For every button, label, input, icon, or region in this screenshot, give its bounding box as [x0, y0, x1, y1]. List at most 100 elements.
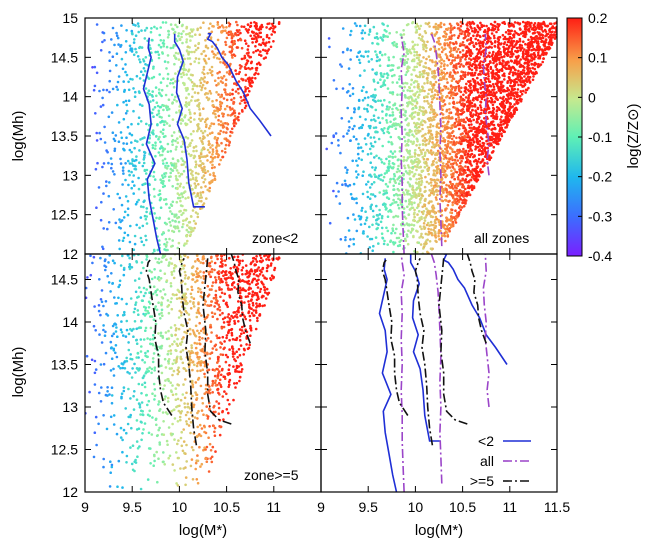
- scatter-point: [99, 105, 103, 108]
- scatter-point: [410, 170, 414, 174]
- scatter-point: [425, 46, 428, 50]
- scatter-point: [435, 141, 439, 144]
- scatter-point: [455, 101, 459, 104]
- scatter-point: [344, 238, 347, 242]
- scatter-point: [225, 139, 229, 143]
- scatter-point: [405, 222, 409, 225]
- scatter-point: [456, 54, 460, 57]
- scatter-point: [190, 187, 194, 191]
- scatter-point: [233, 111, 237, 115]
- scatter-point: [138, 45, 142, 49]
- scatter-point: [379, 36, 383, 39]
- scatter-point: [418, 61, 422, 64]
- scatter-point: [450, 185, 454, 189]
- scatter-point: [383, 28, 387, 32]
- scatter-point: [383, 127, 386, 130]
- scatter-point: [250, 79, 254, 83]
- scatter-point: [230, 45, 234, 49]
- scatter-point: [118, 218, 121, 221]
- scatter-point: [418, 75, 422, 79]
- scatter-point: [215, 99, 218, 102]
- scatter-point: [444, 230, 448, 233]
- scatter-point: [271, 22, 274, 26]
- scatter-point: [478, 26, 482, 30]
- scatter-point: [434, 135, 438, 139]
- scatter-point: [448, 166, 452, 169]
- scatter-point: [458, 65, 462, 68]
- scatter-point: [139, 216, 143, 219]
- scatter-point: [423, 203, 427, 207]
- scatter-point: [448, 135, 451, 139]
- scatter-point: [460, 118, 463, 122]
- scatter-point: [385, 112, 388, 116]
- scatter-point: [452, 142, 456, 146]
- scatter-point: [222, 112, 225, 116]
- scatter-point: [387, 140, 391, 144]
- scatter-point: [358, 61, 362, 65]
- scatter-point: [166, 36, 170, 39]
- scatter-point: [422, 71, 426, 75]
- scatter-point: [506, 40, 510, 44]
- scatter-point: [446, 126, 449, 130]
- scatter-point: [95, 206, 98, 209]
- scatter-point: [203, 76, 206, 79]
- scatter-point: [171, 157, 175, 160]
- scatter-point: [220, 24, 224, 27]
- scatter-point: [448, 152, 452, 156]
- scatter-point: [424, 66, 428, 69]
- scatter-point: [108, 69, 112, 73]
- scatter-point: [150, 111, 154, 115]
- scatter-point: [412, 142, 415, 145]
- scatter-point: [434, 60, 437, 64]
- scatter-point: [502, 37, 506, 41]
- scatter-point: [363, 69, 366, 72]
- scatter-point: [424, 132, 427, 136]
- scatter-point: [471, 29, 474, 33]
- scatter-point: [194, 186, 197, 189]
- scatter-point: [180, 213, 183, 217]
- scatter-point: [389, 135, 393, 139]
- scatter-point: [495, 30, 498, 34]
- scatter-point: [367, 96, 370, 99]
- scatter-point: [138, 58, 141, 61]
- scatter-point: [423, 152, 427, 155]
- scatter-point: [150, 38, 154, 42]
- scatter-point: [483, 117, 486, 120]
- scatter-point: [434, 224, 438, 228]
- scatter-point: [189, 233, 192, 236]
- scatter-point: [528, 80, 532, 84]
- scatter-point: [113, 173, 116, 176]
- scatter-point: [446, 64, 449, 67]
- scatter-point: [185, 181, 189, 185]
- scatter-point: [224, 151, 227, 154]
- scatter-point: [348, 83, 352, 86]
- scatter-point: [364, 50, 368, 53]
- scatter-point: [426, 149, 430, 152]
- scatter-point: [460, 159, 463, 163]
- scatter-point: [219, 60, 222, 64]
- scatter-point: [238, 102, 242, 105]
- scatter-point: [450, 208, 454, 212]
- scatter-point: [486, 146, 490, 150]
- scatter-point: [397, 236, 401, 240]
- scatter-point: [498, 130, 501, 133]
- scatter-point: [414, 152, 417, 156]
- scatter-point: [372, 80, 376, 83]
- scatter-point: [231, 56, 234, 59]
- scatter-point: [450, 79, 454, 82]
- scatter-point: [434, 80, 438, 84]
- scatter-point: [440, 234, 444, 238]
- scatter-point: [189, 28, 193, 31]
- scatter-point: [462, 110, 466, 114]
- scatter-point: [419, 149, 422, 152]
- scatter-point: [415, 53, 419, 57]
- scatter-point: [534, 55, 537, 59]
- scatter-point: [524, 52, 527, 55]
- scatter-point: [486, 125, 489, 128]
- scatter-point: [477, 112, 481, 116]
- scatter-point: [466, 152, 470, 155]
- scatter-point: [349, 58, 352, 61]
- scatter-point: [158, 33, 161, 37]
- scatter-point: [441, 116, 445, 120]
- scatter-point: [481, 141, 485, 145]
